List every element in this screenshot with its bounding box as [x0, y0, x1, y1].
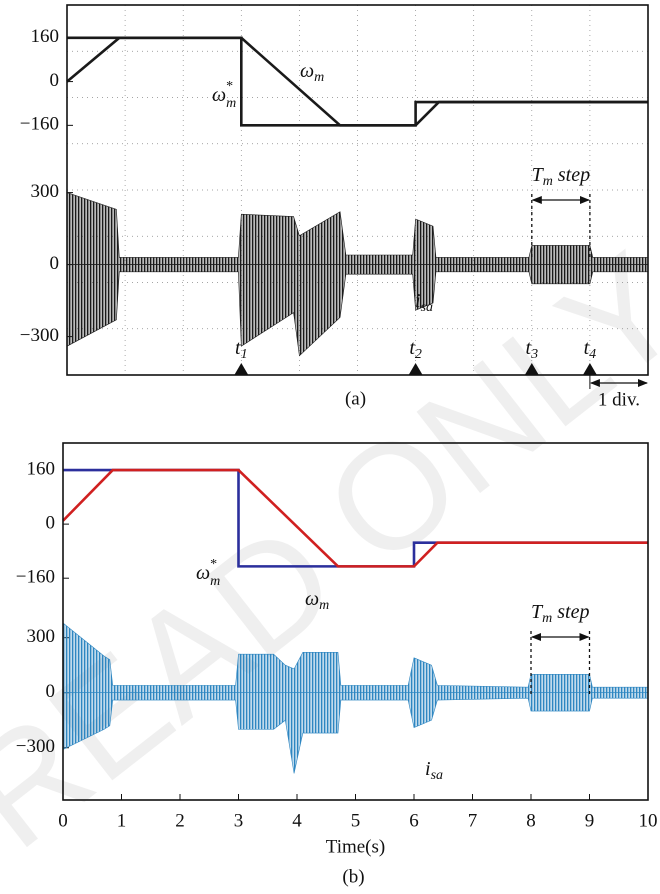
x-tick-label: 8: [526, 810, 536, 831]
y-tick-label: 300: [31, 181, 60, 202]
current-envelope: [67, 193, 648, 265]
annotation-sup: *: [226, 79, 233, 94]
annotation-sup: *: [210, 557, 217, 572]
annotation-sub: sa: [431, 768, 443, 783]
y-tick-label: 160: [31, 26, 60, 47]
y-tick-label: −300: [20, 325, 59, 346]
x-tick-label: 7: [468, 810, 478, 831]
y-tick-label: −300: [16, 736, 55, 757]
y-tick-label: 0: [46, 512, 56, 533]
x-tick-label: 4: [292, 810, 302, 831]
annotation-base: ω: [196, 562, 210, 584]
x-tick-label: 1: [117, 810, 127, 831]
annotation-sub: 2: [415, 347, 422, 362]
x-tick-label: 3: [234, 810, 244, 831]
x-tick-label: 5: [351, 810, 361, 831]
annotation-sub: sa: [421, 300, 433, 315]
x-tick-label: 2: [175, 810, 185, 831]
x-tick-label: 0: [58, 810, 68, 831]
annotation: isa: [425, 758, 443, 784]
annotation-sub: m: [210, 574, 220, 589]
y-tick-label: −160: [16, 567, 55, 588]
annotation: ω* m: [212, 79, 236, 111]
annotation-rest: step: [557, 601, 589, 623]
x-tick-label: 9: [585, 810, 595, 831]
y-tick-label: −160: [20, 114, 59, 135]
annotation-sub: 4: [589, 347, 596, 362]
figure: READ ONLY 1600−1603000−300(a)ωmω*misaTms…: [0, 0, 660, 894]
annotation-sub: 3: [530, 347, 538, 362]
annotation-rest: step: [558, 164, 590, 186]
annotation-sub: m: [543, 174, 553, 189]
time-marker: [234, 363, 248, 375]
y-tick-label: 0: [50, 253, 60, 274]
annotation-base: ω: [305, 588, 319, 610]
division-label: 1 div.: [598, 389, 640, 410]
annotation-sub: m: [542, 611, 552, 626]
y-tick-label: 160: [27, 458, 56, 479]
page: READ ONLY 1600−1603000−300(a)ωmω*misaTms…: [0, 0, 660, 894]
caption: (b): [342, 866, 364, 887]
x-tick-label: 6: [409, 810, 419, 831]
x-tick-label: 10: [639, 810, 658, 831]
annotation-base: ω: [300, 60, 314, 82]
y-tick-label: 0: [50, 70, 60, 91]
caption: (a): [345, 388, 366, 409]
y-tick-label: 0: [46, 681, 56, 702]
annotation-sub: m: [314, 70, 324, 85]
y-tick-label: 300: [27, 626, 56, 647]
x-axis-label: Time(s): [326, 836, 385, 857]
annotation: ωm: [300, 60, 324, 86]
annotation-sub: 1: [241, 347, 248, 362]
annotation-sub: m: [319, 598, 329, 613]
annotation-base: ω: [212, 84, 226, 106]
annotation-sub: m: [226, 96, 236, 111]
